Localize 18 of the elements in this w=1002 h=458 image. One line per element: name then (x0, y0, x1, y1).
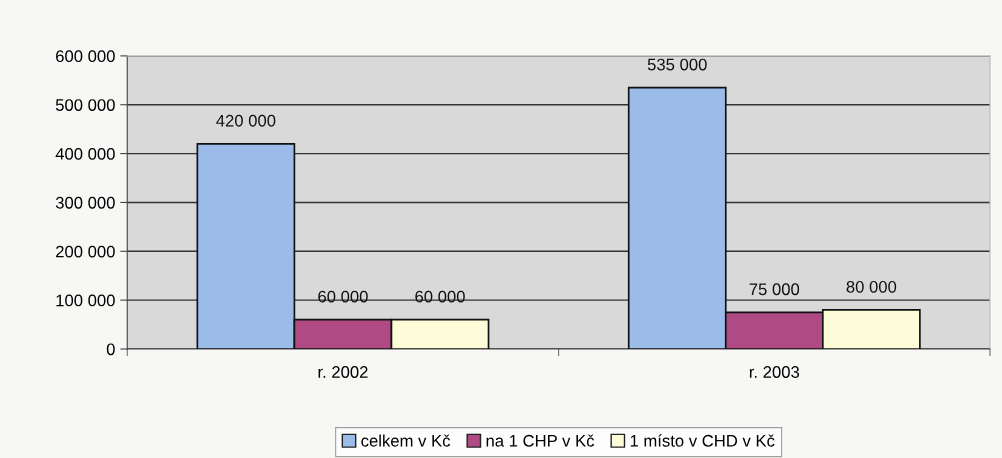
data-label: 60 000 (318, 290, 368, 303)
legend-label: 1 místo v CHD v Kč (630, 434, 775, 447)
data-label: 80 000 (846, 280, 897, 293)
legend-label: na 1 CHP v Kč (486, 434, 595, 447)
data-label: 75 000 (749, 283, 800, 296)
data-label: 60 000 (415, 290, 465, 303)
x-tick-label: r. 2002 (318, 366, 368, 378)
y-tick-label: 300 000 (55, 196, 115, 209)
data-label: 420 000 (216, 114, 276, 127)
data-label: 535 000 (647, 58, 707, 71)
x-tick-label: r. 2003 (749, 366, 800, 378)
y-tick-label: 600 000 (56, 50, 115, 63)
y-tick-label: 100 000 (56, 294, 115, 307)
y-tick-label: 0 (106, 343, 115, 356)
y-tick-label: 400 000 (55, 147, 115, 160)
y-tick-label: 200 000 (56, 245, 115, 258)
y-tick-label: 500 000 (55, 99, 115, 111)
legend-label: celkem v Kč (361, 434, 451, 447)
